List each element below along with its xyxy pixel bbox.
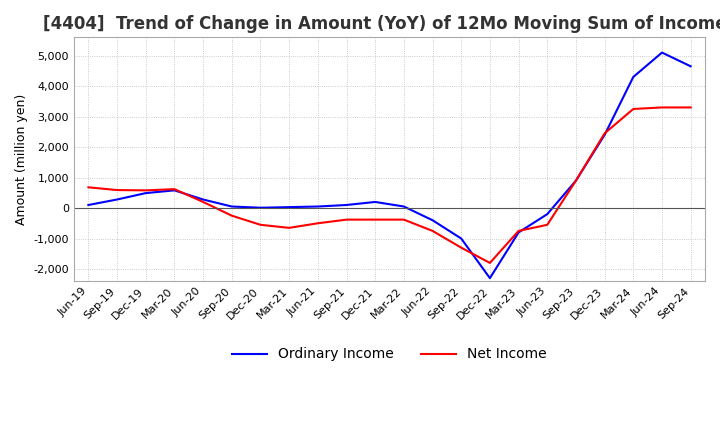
Net Income [629, 106, 638, 112]
Ordinary Income [256, 205, 265, 210]
Ordinary Income [342, 202, 351, 208]
Ordinary Income [629, 74, 638, 80]
Ordinary Income [285, 205, 294, 210]
Net Income [285, 225, 294, 231]
Net Income [543, 222, 552, 227]
Net Income [342, 217, 351, 222]
Ordinary Income [485, 275, 494, 281]
Title: [4404]  Trend of Change in Amount (YoY) of 12Mo Moving Sum of Incomes: [4404] Trend of Change in Amount (YoY) o… [42, 15, 720, 33]
Net Income [313, 220, 322, 226]
Y-axis label: Amount (million yen): Amount (million yen) [15, 94, 28, 225]
Ordinary Income [514, 230, 523, 235]
Ordinary Income [199, 197, 207, 202]
Net Income [457, 245, 466, 250]
Net Income [228, 213, 236, 218]
Net Income [141, 188, 150, 193]
Line: Net Income: Net Income [89, 107, 690, 263]
Net Income [84, 185, 93, 190]
Ordinary Income [600, 132, 609, 138]
Ordinary Income [657, 50, 666, 55]
Ordinary Income [457, 236, 466, 241]
Net Income [371, 217, 379, 222]
Legend: Ordinary Income, Net Income: Ordinary Income, Net Income [227, 342, 552, 367]
Line: Ordinary Income: Ordinary Income [89, 52, 690, 278]
Net Income [170, 187, 179, 192]
Ordinary Income [170, 188, 179, 193]
Net Income [199, 199, 207, 205]
Net Income [572, 178, 580, 183]
Ordinary Income [228, 204, 236, 209]
Ordinary Income [686, 64, 695, 69]
Ordinary Income [84, 202, 93, 208]
Net Income [113, 187, 122, 193]
Ordinary Income [543, 212, 552, 217]
Ordinary Income [313, 204, 322, 209]
Ordinary Income [141, 191, 150, 196]
Net Income [600, 131, 609, 136]
Net Income [657, 105, 666, 110]
Net Income [428, 228, 437, 234]
Net Income [485, 260, 494, 266]
Ordinary Income [572, 178, 580, 183]
Ordinary Income [113, 197, 122, 202]
Ordinary Income [428, 218, 437, 223]
Net Income [256, 222, 265, 227]
Net Income [514, 228, 523, 234]
Ordinary Income [371, 199, 379, 205]
Net Income [686, 105, 695, 110]
Ordinary Income [400, 204, 408, 209]
Net Income [400, 217, 408, 222]
